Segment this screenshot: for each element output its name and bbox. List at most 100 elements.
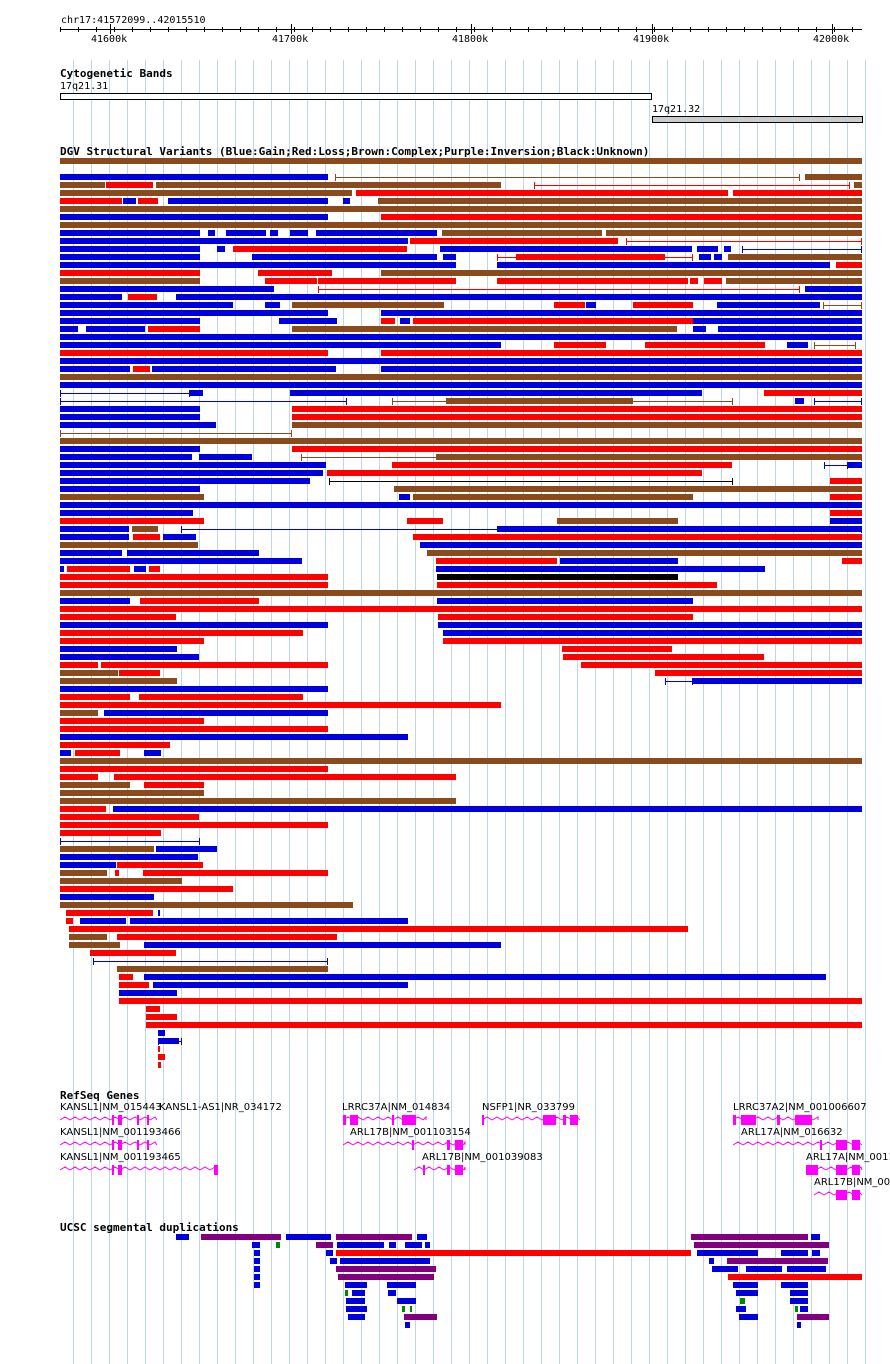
segdup-blue[interactable]: [736, 1290, 758, 1296]
segdup-purple[interactable]: [404, 1314, 437, 1320]
sv-gain[interactable]: [226, 230, 266, 236]
sv-complex[interactable]: [60, 158, 862, 164]
sv-gain[interactable]: [60, 534, 129, 540]
sv-loss[interactable]: [119, 982, 149, 988]
sv-gain[interactable]: [208, 230, 215, 236]
sv-gain[interactable]: [60, 734, 408, 740]
gene-label[interactable]: LRRC37A2|NM_001006607: [733, 1102, 867, 1113]
sv-loss[interactable]: [830, 478, 862, 484]
position-ruler[interactable]: [60, 24, 862, 34]
segdup-blue[interactable]: [345, 1282, 367, 1288]
sv-complex[interactable]: [60, 790, 204, 796]
gene-arl17a-b-exon[interactable]: [852, 1165, 860, 1175]
sv-loss[interactable]: [60, 574, 328, 580]
sv-loss[interactable]: [60, 518, 204, 524]
sv-gain[interactable]: [443, 254, 456, 260]
sv-gain[interactable]: [60, 502, 862, 508]
sv-gain[interactable]: [144, 750, 161, 756]
sv-gain[interactable]: [586, 302, 596, 308]
gene-lrrc37a2-exon[interactable]: [795, 1115, 812, 1125]
segdup-track[interactable]: [176, 1234, 862, 1328]
sv-complex[interactable]: [726, 278, 862, 284]
sv-gain[interactable]: [437, 598, 693, 604]
sv-gain[interactable]: [718, 326, 862, 332]
sv-complex[interactable]: [69, 934, 107, 940]
segdup-red[interactable]: [728, 1274, 862, 1280]
sv-loss[interactable]: [645, 342, 765, 348]
sv-gain[interactable]: [60, 526, 129, 532]
sv-gain[interactable]: [497, 262, 830, 268]
sv-gain[interactable]: [60, 294, 122, 300]
sv-loss[interactable]: [60, 630, 303, 636]
sv-loss[interactable]: [292, 446, 862, 452]
sv-gain[interactable]: [795, 398, 804, 404]
sv-complex[interactable]: [60, 374, 862, 380]
sv-loss[interactable]: [381, 214, 862, 220]
sv-complex[interactable]: [60, 710, 98, 716]
sv-gain[interactable]: [60, 470, 323, 476]
gene-label[interactable]: KANSL1|NM_001193466: [60, 1127, 181, 1138]
segdup-green[interactable]: [402, 1306, 405, 1312]
sv-loss[interactable]: [115, 870, 119, 876]
sv-complex[interactable]: [292, 302, 444, 308]
sv-loss[interactable]: [133, 366, 150, 372]
sv-loss[interactable]: [60, 702, 501, 708]
sv-loss[interactable]: [146, 1014, 177, 1020]
segdup-blue[interactable]: [387, 1282, 416, 1288]
sv-complex[interactable]: [427, 550, 862, 556]
sv-gain[interactable]: [60, 598, 130, 604]
sv-gain[interactable]: [60, 422, 216, 428]
segdup-purple[interactable]: [691, 1234, 808, 1240]
sv-loss[interactable]: [114, 774, 456, 780]
segdup-blue[interactable]: [746, 1266, 782, 1272]
gene-arl17b-b-exon[interactable]: [423, 1165, 425, 1175]
segdup-purple[interactable]: [336, 1266, 436, 1272]
sv-complex[interactable]: [436, 454, 862, 460]
segdup-blue[interactable]: [736, 1306, 746, 1312]
segdup-green[interactable]: [276, 1242, 280, 1248]
sv-loss[interactable]: [258, 270, 332, 276]
sv-gain[interactable]: [443, 630, 862, 636]
sv-gain[interactable]: [153, 982, 408, 988]
sv-gain[interactable]: [60, 262, 456, 268]
sv-gain[interactable]: [176, 294, 862, 300]
segdup-blue[interactable]: [340, 1258, 430, 1264]
segdup-blue[interactable]: [781, 1250, 808, 1256]
sv-gain[interactable]: [343, 198, 350, 204]
gene-label[interactable]: LRRC37A|NM_014834: [342, 1102, 451, 1113]
gene-label[interactable]: ARL17B|NM_001: [814, 1177, 890, 1188]
gene-label[interactable]: ARL17A|NM_016632: [741, 1127, 843, 1138]
sv-loss[interactable]: [90, 950, 176, 956]
sv-gain[interactable]: [152, 366, 336, 372]
sv-gain[interactable]: [497, 526, 862, 532]
sv-loss[interactable]: [581, 662, 862, 668]
gene-lrrc37a-exon[interactable]: [350, 1115, 358, 1125]
sv-complex[interactable]: [292, 326, 677, 332]
cytoband-track[interactable]: [60, 93, 863, 123]
sv-gain[interactable]: [60, 454, 192, 460]
gene-label[interactable]: KANSL1|NM_015443: [60, 1102, 162, 1113]
sv-gain[interactable]: [123, 198, 136, 204]
sv-complex[interactable]: [292, 422, 862, 428]
sv-loss[interactable]: [356, 190, 728, 196]
sv-gain[interactable]: [60, 446, 200, 452]
sv-loss[interactable]: [413, 318, 693, 324]
sv-gain[interactable]: [699, 254, 711, 260]
sv-gain[interactable]: [60, 550, 122, 556]
sv-unknown[interactable]: [437, 574, 678, 580]
sv-gain[interactable]: [693, 326, 706, 332]
sv-gain[interactable]: [693, 318, 862, 324]
sv-loss[interactable]: [60, 270, 200, 276]
sv-gain[interactable]: [119, 990, 177, 996]
sv-loss[interactable]: [60, 582, 328, 588]
segdup-blue[interactable]: [337, 1242, 384, 1248]
gene-label[interactable]: NSFP1|NR_033799: [482, 1102, 575, 1113]
sv-gain[interactable]: [60, 342, 501, 348]
sv-gain[interactable]: [848, 462, 862, 468]
gene-nsfp1-exon[interactable]: [543, 1115, 556, 1125]
sv-complex[interactable]: [60, 798, 456, 804]
sv-gain[interactable]: [144, 942, 501, 948]
refseq-gene-track[interactable]: [59, 1115, 863, 1200]
sv-complex[interactable]: [854, 182, 862, 188]
sv-loss[interactable]: [117, 862, 203, 868]
